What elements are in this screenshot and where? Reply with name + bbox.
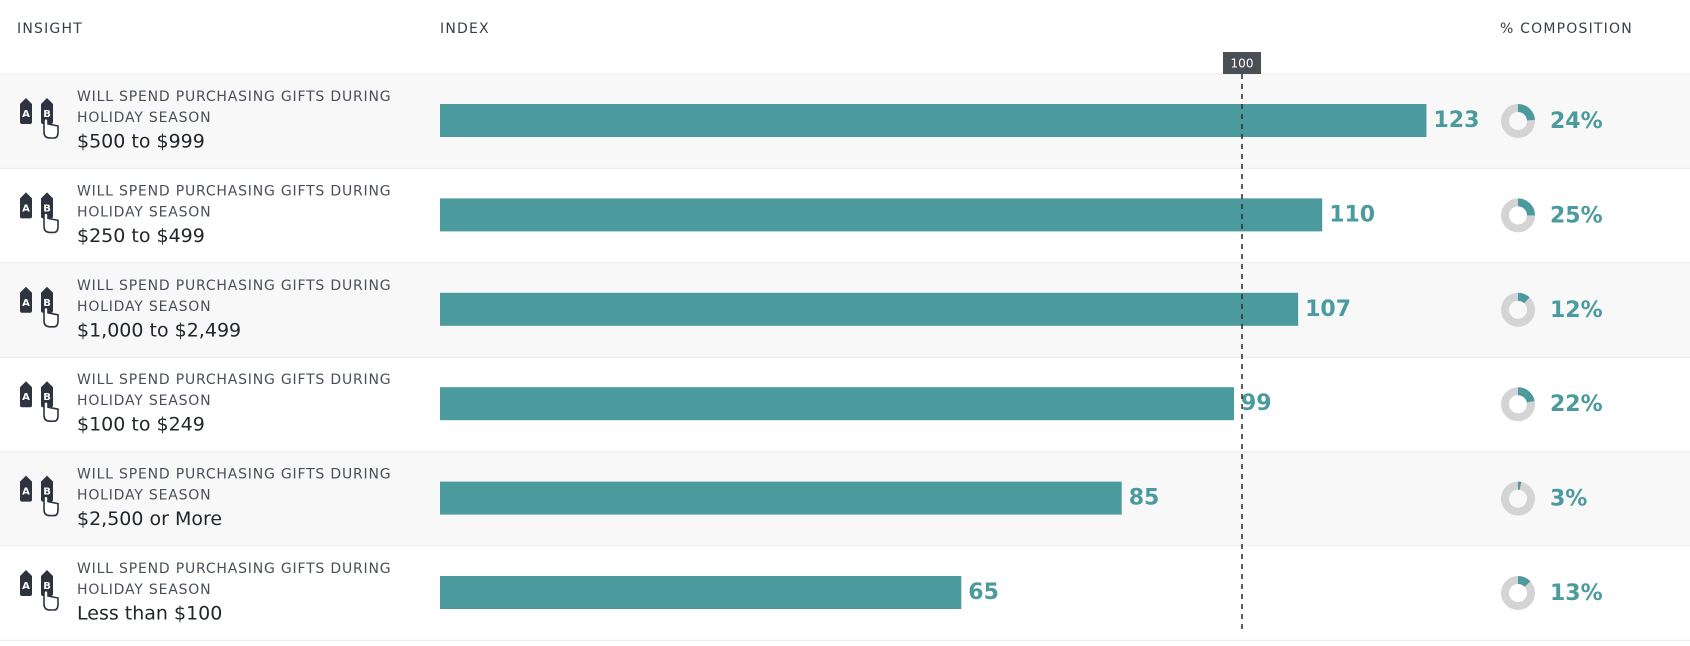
pointer-hand (43, 117, 59, 139)
icon-letter: B (43, 581, 51, 592)
rows (0, 73, 1690, 641)
donut-segment (1517, 576, 1531, 588)
insight-text: WILL SPEND PURCHASING GIFTS DURING (77, 183, 391, 199)
insight-text: HOLIDAY SEASON (77, 204, 211, 220)
pointer-hand (43, 212, 59, 234)
pointer-hand (43, 306, 59, 328)
insight-text: HOLIDAY SEASON (77, 582, 211, 598)
column-header: INSIGHT (17, 21, 83, 37)
column-header: INDEX (440, 21, 490, 37)
icon-letter: A (22, 581, 30, 592)
segment-label: $500 to $999 (77, 131, 205, 153)
icon-letter: B (43, 109, 51, 120)
insight-text: HOLIDAY SEASON (77, 299, 211, 315)
tag-shape (41, 570, 53, 596)
tag-shape (41, 286, 53, 313)
insight-text: WILL SPEND PURCHASING GIFTS DURING (77, 467, 391, 483)
index-bar (440, 387, 1234, 421)
index-label: 85 (1129, 486, 1160, 511)
icon-letter: A (22, 487, 30, 498)
tag-shape (20, 570, 32, 596)
composition-label: 3% (1550, 487, 1587, 512)
index-bar (440, 576, 962, 609)
segment-label: $250 to $499 (77, 225, 205, 247)
icon-letter: A (22, 298, 30, 309)
composition-label: 12% (1550, 298, 1603, 323)
icon-letter: B (43, 487, 51, 498)
column-header: % COMPOSITION (1500, 21, 1633, 37)
icon-letter: A (22, 392, 30, 403)
index-label: 107 (1305, 297, 1351, 322)
donut-segment (1517, 387, 1535, 403)
index-label: 99 (1241, 391, 1272, 416)
composition-label: 22% (1550, 392, 1603, 417)
composition-label: 13% (1550, 581, 1603, 606)
composition-label: 25% (1550, 203, 1603, 228)
insight-text: WILL SPEND PURCHASING GIFTS DURING (77, 278, 391, 294)
reference-label: 100 (1231, 57, 1254, 71)
donut-segment (1517, 198, 1535, 216)
tag-shape (41, 98, 53, 124)
index-label: 123 (1433, 108, 1479, 133)
segment-label: $100 to $249 (77, 414, 205, 436)
pointer-hand (43, 589, 59, 611)
index-label: 65 (968, 580, 999, 605)
index-bar (440, 198, 1323, 232)
reference-tag (1223, 52, 1261, 74)
icon-letter: A (22, 203, 30, 214)
icon-letter: A (22, 109, 30, 120)
icon-letter: B (43, 203, 51, 214)
segment-label: Less than $100 (77, 603, 222, 625)
insight-text: WILL SPEND PURCHASING GIFTS DURING (77, 561, 391, 577)
tag-shape (20, 98, 32, 124)
insight-text: WILL SPEND PURCHASING GIFTS DURING (77, 89, 391, 105)
tag-shape (41, 192, 53, 219)
insight-text: HOLIDAY SEASON (77, 110, 211, 126)
pointer-hand (43, 495, 59, 517)
tag-shape (20, 192, 32, 219)
index-bar (440, 292, 1299, 326)
donut-segment (1517, 104, 1535, 121)
index-bar (440, 481, 1122, 515)
insight-text: WILL SPEND PURCHASING GIFTS DURING (77, 372, 391, 388)
icon-letter: B (43, 298, 51, 309)
tag-shape (41, 475, 53, 502)
segment-label: $1,000 to $2,499 (77, 319, 241, 341)
insight-text: HOLIDAY SEASON (77, 393, 211, 409)
tag-shape (20, 475, 32, 502)
index-bar (440, 104, 1427, 137)
icon-letter: B (43, 392, 51, 403)
composition-label: 24% (1550, 109, 1603, 134)
tag-shape (20, 381, 32, 408)
tag-shape (20, 286, 32, 313)
insight-text: HOLIDAY SEASON (77, 488, 211, 504)
index-label: 110 (1329, 202, 1375, 227)
tag-shape (41, 381, 53, 408)
donut-segment (1517, 292, 1530, 304)
segment-label: $2,500 or More (77, 508, 222, 530)
pointer-hand (43, 400, 59, 423)
